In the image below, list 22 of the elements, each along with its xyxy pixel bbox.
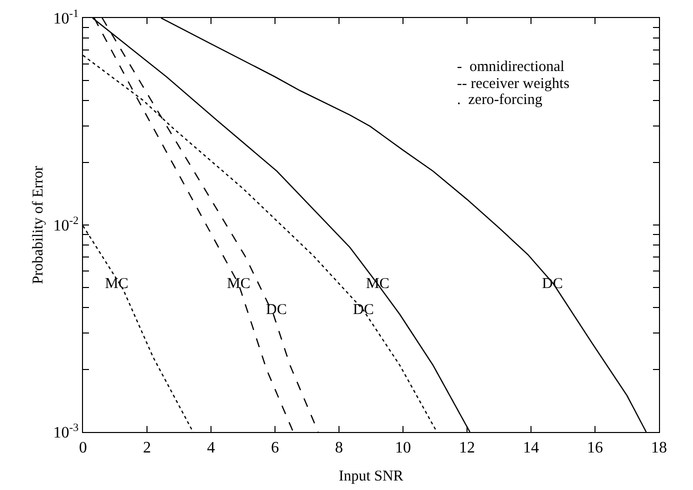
x-tick-label: 2: [143, 439, 151, 456]
annotation: DC: [353, 302, 374, 318]
y-tick-label: 10$^{-3}$: [53, 422, 79, 442]
x-tick-label: 4: [207, 439, 215, 456]
x-tick-label: 14: [523, 439, 539, 456]
x-tick-label: 6: [271, 439, 279, 456]
x-tick-label: 0: [79, 439, 87, 456]
y-axis-title: Probability of Error: [30, 166, 47, 284]
x-tick-label: 16: [587, 439, 603, 456]
y-tick-label: 10$^{-1}$: [53, 8, 79, 28]
x-tick-label: 18: [651, 439, 667, 456]
annotation: MC: [105, 276, 128, 292]
y-tick-label: 10$^{-2}$: [53, 214, 79, 235]
annotation: . zero-forcing: [457, 92, 543, 108]
annotation: MC: [227, 276, 250, 292]
annotation: DC: [266, 302, 287, 318]
x-tick-label: 10: [395, 439, 411, 456]
annotation: -- receiver weights: [457, 76, 570, 92]
x-axis-title: Input SNR: [338, 468, 404, 484]
x-tick-label: 12: [459, 439, 475, 456]
annotation: - omnidirectional: [457, 59, 564, 75]
x-tick-label: 8: [335, 439, 343, 456]
